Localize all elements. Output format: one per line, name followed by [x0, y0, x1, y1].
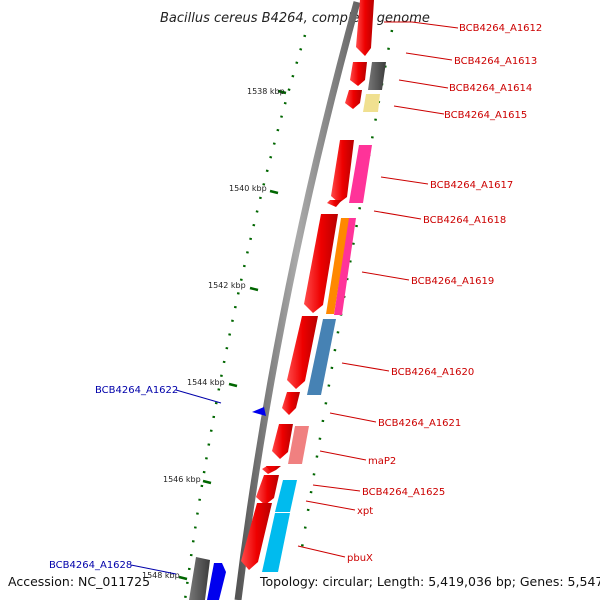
cds-arrow[interactable] [282, 392, 300, 415]
gene-label-A1612[interactable]: BCB4264_A1612 [459, 23, 542, 34]
cds-arrow[interactable] [327, 200, 342, 207]
gene-label-maP2[interactable]: maP2 [368, 456, 396, 467]
cds-arrow[interactable] [345, 90, 362, 109]
tick-label-1544: 1544 kbp [187, 378, 225, 387]
gene-label-A1622[interactable]: BCB4264_A1622 [95, 385, 178, 396]
tick-label-1540: 1540 kbp [229, 184, 267, 193]
cds-arrow[interactable] [266, 466, 276, 472]
gene-label-A1625[interactable]: BCB4264_A1625 [362, 487, 445, 498]
gene-label-pbuX[interactable]: pbuX [347, 553, 373, 564]
accession-text: Accession: NC_011725 [8, 574, 150, 589]
cds-track-forward [241, 0, 374, 570]
feature-pink[interactable] [349, 145, 372, 203]
cds-arrow[interactable] [304, 214, 338, 313]
feature-yellow[interactable] [363, 94, 380, 112]
cds-arrow[interactable] [356, 0, 374, 56]
gene-label-A1619[interactable]: BCB4264_A1619 [411, 276, 494, 287]
genome-backbone [234, 1, 361, 600]
feature-gray[interactable] [368, 62, 386, 90]
feature-steelblue[interactable] [307, 319, 336, 395]
gene-label-A1613[interactable]: BCB4264_A1613 [454, 56, 537, 67]
cds-arrow[interactable] [287, 316, 318, 389]
tick-label-1538: 1538 kbp [247, 87, 285, 96]
feature-cyan[interactable] [262, 513, 290, 572]
tick-label-1546: 1546 kbp [163, 475, 201, 484]
topology-text: Topology: circular; Length: 5,419,036 bp… [259, 574, 600, 589]
gene-label-A1617[interactable]: BCB4264_A1617 [430, 180, 513, 191]
feature-track [189, 62, 386, 600]
gene-label-A1621[interactable]: BCB4264_A1621 [378, 418, 461, 429]
reverse-cds-arrow[interactable] [252, 407, 266, 416]
cds-arrow[interactable] [272, 424, 293, 459]
label-leaders-blue [130, 389, 222, 575]
gene-label-A1628[interactable]: BCB4264_A1628 [49, 560, 132, 571]
genome-title: Bacillus cereus B4264, complete genome [160, 11, 430, 26]
feature-blue-reverse[interactable] [207, 563, 226, 600]
tick-label-1548: 1548 kbp [142, 571, 180, 580]
label-leaders [297, 21, 459, 558]
gene-label-A1618[interactable]: BCB4264_A1618 [423, 215, 506, 226]
gene-label-A1614[interactable]: BCB4264_A1614 [449, 83, 532, 94]
feature-orange[interactable] [326, 218, 349, 314]
gene-label-xpt[interactable]: xpt [357, 506, 373, 517]
tick-label-1542: 1542 kbp [208, 281, 246, 290]
feature-pink[interactable] [334, 218, 356, 315]
cds-arrow[interactable] [256, 475, 279, 505]
cds-arrow[interactable] [350, 62, 367, 86]
major-ticks [178, 89, 287, 581]
gene-label-A1620[interactable]: BCB4264_A1620 [391, 367, 474, 378]
feature-gray[interactable] [189, 557, 210, 600]
cds-arrow[interactable] [241, 503, 272, 570]
feature-salmon[interactable] [288, 426, 309, 464]
cds-arrow[interactable] [331, 140, 354, 203]
gene-label-A1615[interactable]: BCB4264_A1615 [444, 110, 527, 121]
feature-cyan[interactable] [275, 480, 297, 512]
